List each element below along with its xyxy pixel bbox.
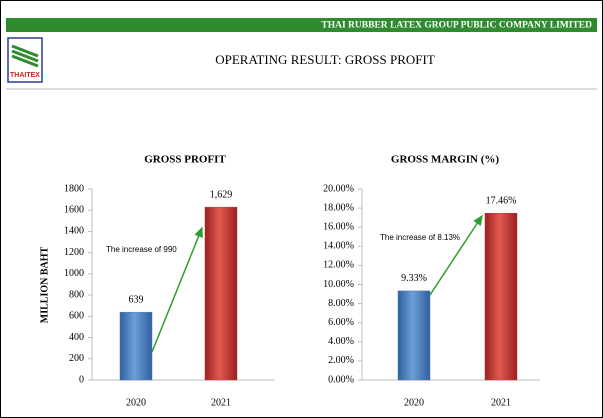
value-label: 17.46% — [486, 196, 517, 207]
increase-arrow — [151, 226, 203, 353]
y-tick-label: 14.00% — [323, 241, 354, 252]
y-tick-label: 2.00% — [328, 355, 354, 366]
y-tick-label: 200 — [69, 353, 84, 364]
header-bar — [6, 18, 597, 32]
logo-text: THAITEX — [10, 72, 40, 79]
y-tick-label: 16.00% — [323, 221, 354, 232]
y-axis-label: MILLION BAHT — [39, 246, 50, 323]
value-label: 9.33% — [401, 273, 427, 284]
logo: THAITEX — [7, 37, 43, 83]
y-tick-label: 400 — [69, 332, 84, 343]
x-tick-label: 2020 — [126, 397, 146, 408]
bar — [397, 290, 431, 381]
bar — [484, 213, 518, 381]
y-tick-label: 12.00% — [323, 260, 354, 271]
value-label: 1,629 — [210, 189, 233, 200]
y-tick-label: 20.00% — [323, 183, 354, 194]
y-tick-label: 10.00% — [323, 279, 354, 290]
y-tick-label: 0 — [79, 374, 84, 385]
y-tick-label: 1400 — [64, 226, 84, 237]
y-tick-label: 1800 — [64, 183, 84, 194]
bar — [119, 311, 153, 381]
bar — [204, 206, 238, 381]
y-tick-label: 800 — [69, 289, 84, 300]
annotation: The increase of 8.13% — [380, 233, 460, 242]
annotation: The increase of 990 — [106, 245, 177, 254]
logo-stripes — [11, 44, 39, 68]
y-tick-label: 0.00% — [328, 374, 354, 385]
x-tick-label: 2020 — [404, 397, 424, 408]
y-tick-label: 6.00% — [328, 317, 354, 328]
y-tick-label: 600 — [69, 311, 84, 322]
y-tick-label: 1200 — [64, 247, 84, 258]
chart-title: GROSS MARGIN (%) — [391, 154, 500, 166]
x-tick-label: 2021 — [211, 397, 231, 408]
y-tick-label: 4.00% — [328, 336, 354, 347]
value-label: 639 — [129, 294, 144, 305]
y-tick-label: 8.00% — [328, 298, 354, 309]
y-tick-label: 18.00% — [323, 202, 354, 213]
chart-title: GROSS PROFIT — [144, 154, 226, 166]
y-tick-label: 1000 — [64, 268, 84, 279]
slide-title: OPERATING RESULT: GROSS PROFIT — [215, 52, 435, 67]
y-tick-label: 1600 — [64, 205, 84, 216]
x-tick-label: 2021 — [491, 397, 511, 408]
increase-arrow — [429, 214, 483, 296]
company-name: THAI RUBBER LATEX GROUP PUBLIC COMPANY L… — [321, 21, 592, 31]
